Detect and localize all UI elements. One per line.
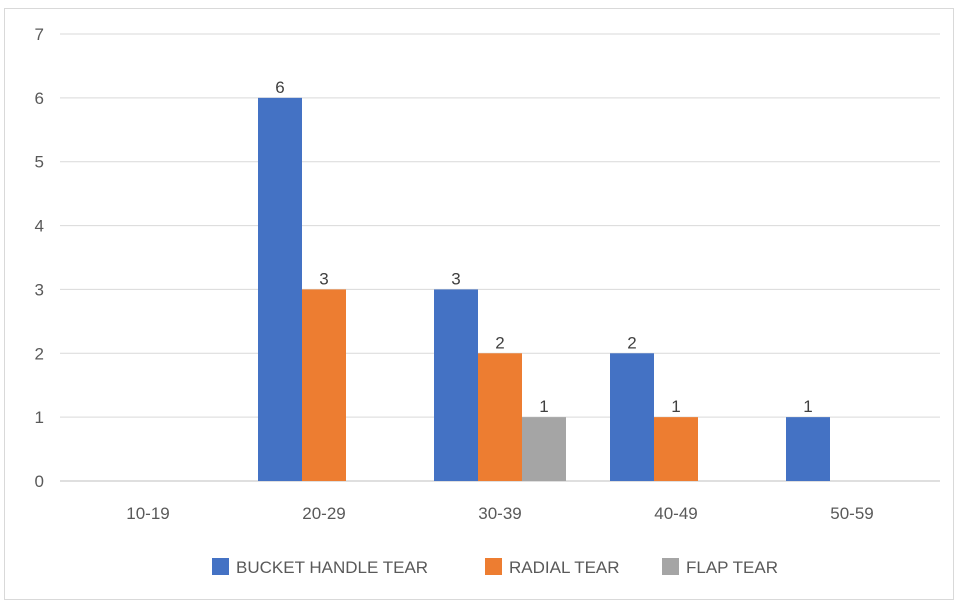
bar bbox=[478, 353, 522, 481]
legend-swatch bbox=[485, 558, 502, 575]
data-label: 3 bbox=[319, 269, 328, 288]
y-axis-tick-labels: 0 1 2 3 4 5 6 7 bbox=[35, 25, 44, 491]
legend-label: BUCKET HANDLE TEAR bbox=[236, 558, 428, 577]
data-label: 3 bbox=[451, 269, 460, 288]
bar bbox=[610, 353, 654, 481]
data-label: 2 bbox=[627, 333, 636, 352]
legend-swatch bbox=[212, 558, 229, 575]
y-tick-label: 7 bbox=[35, 25, 44, 44]
y-tick-label: 4 bbox=[35, 217, 44, 236]
x-axis-tick-labels: 10-19 20-29 30-39 40-49 50-59 bbox=[126, 504, 873, 523]
legend: BUCKET HANDLE TEAR RADIAL TEAR FLAP TEAR bbox=[212, 558, 778, 577]
legend-swatch bbox=[662, 558, 679, 575]
y-tick-label: 2 bbox=[35, 344, 44, 363]
data-label: 6 bbox=[275, 78, 284, 97]
chart-frame bbox=[4, 8, 954, 600]
legend-label: FLAP TEAR bbox=[686, 558, 778, 577]
y-tick-label: 0 bbox=[35, 472, 44, 491]
y-tick-label: 3 bbox=[35, 280, 44, 299]
y-tick-label: 1 bbox=[35, 408, 44, 427]
x-tick-label: 10-19 bbox=[126, 504, 169, 523]
data-label: 1 bbox=[671, 397, 680, 416]
y-tick-label: 6 bbox=[35, 89, 44, 108]
bars bbox=[258, 97, 830, 481]
data-labels: 6 3 3 2 1 2 1 1 bbox=[275, 78, 812, 416]
x-tick-label: 40-49 bbox=[654, 504, 697, 523]
bar bbox=[654, 417, 698, 481]
x-tick-label: 30-39 bbox=[478, 504, 521, 523]
data-label: 1 bbox=[539, 397, 548, 416]
bar bbox=[258, 97, 302, 481]
bar bbox=[522, 417, 566, 481]
legend-label: RADIAL TEAR bbox=[509, 558, 620, 577]
y-tick-label: 5 bbox=[35, 153, 44, 172]
data-label: 2 bbox=[495, 333, 504, 352]
bar bbox=[302, 289, 346, 481]
data-label: 1 bbox=[803, 397, 812, 416]
bar bbox=[434, 289, 478, 481]
x-tick-label: 20-29 bbox=[302, 504, 345, 523]
x-tick-label: 50-59 bbox=[830, 504, 873, 523]
bar bbox=[786, 417, 830, 481]
